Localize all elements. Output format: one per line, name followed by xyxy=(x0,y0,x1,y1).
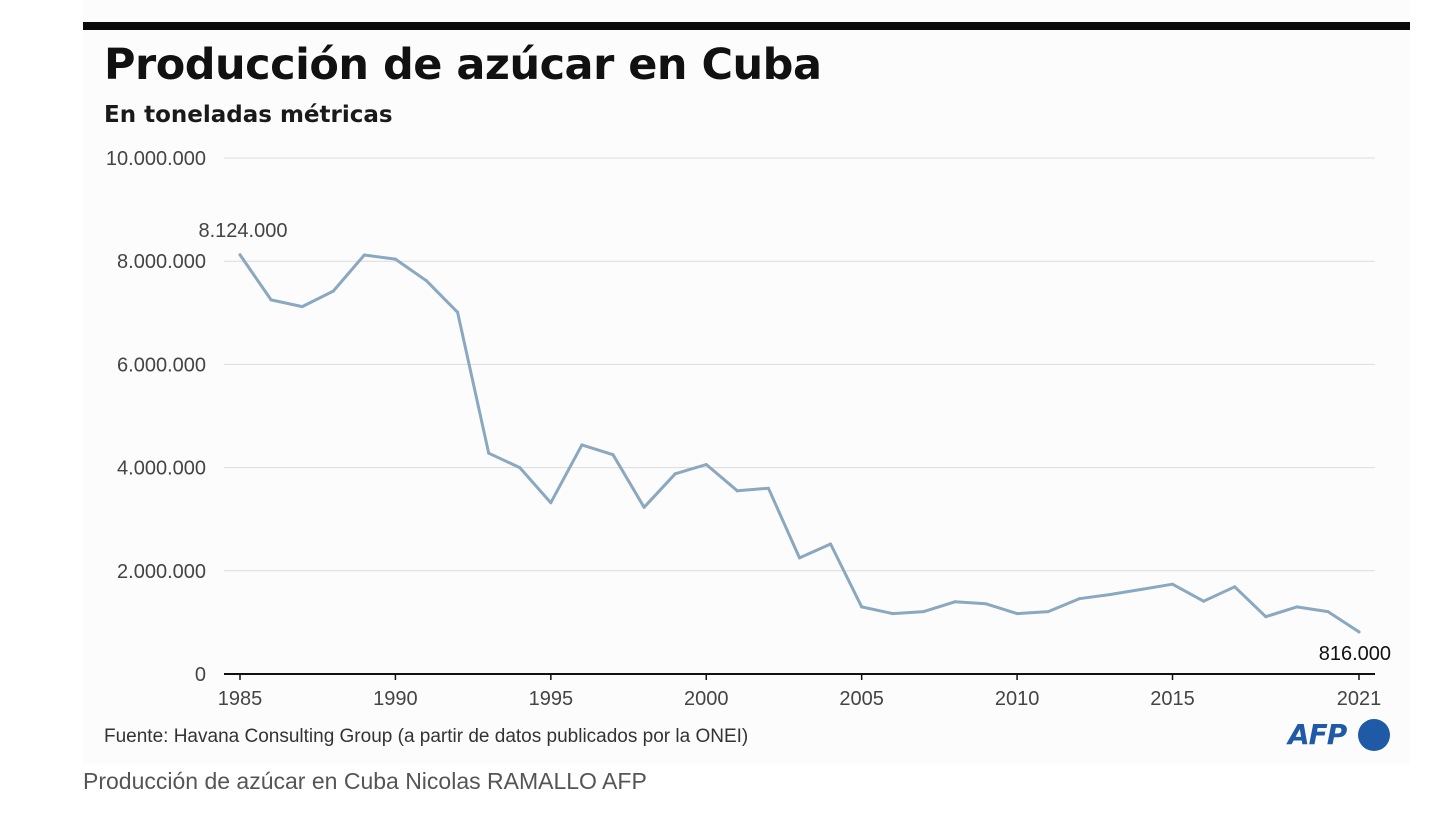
series-line xyxy=(238,253,1361,634)
afp-logo-text: AFP xyxy=(1288,718,1347,751)
x-tick-label: 1990 xyxy=(373,688,418,710)
data-point xyxy=(425,279,428,283)
x-tick-labels: 1985 1990 1995 2000 2005 2010 2015 2021 xyxy=(218,674,1382,710)
data-point xyxy=(704,463,708,467)
data-point xyxy=(860,605,864,609)
data-point xyxy=(1264,615,1268,619)
data-point xyxy=(1357,630,1361,634)
data-label: 8.124.000 xyxy=(199,220,288,242)
chart-title: Producción de azúcar en Cuba xyxy=(104,40,822,90)
data-point xyxy=(922,610,926,614)
x-tick-label: 2021 xyxy=(1337,688,1382,710)
data-point xyxy=(735,489,739,493)
data-point xyxy=(549,501,553,505)
data-point xyxy=(331,289,335,293)
data-point xyxy=(766,486,770,490)
data-point xyxy=(1326,610,1330,614)
data-point xyxy=(269,298,273,302)
data-point xyxy=(1295,605,1299,609)
y-tick-label: 10.000.000 xyxy=(106,148,206,170)
y-tick-label: 0 xyxy=(195,664,206,686)
data-point xyxy=(798,556,801,560)
source-note: Fuente: Havana Consulting Group (a parti… xyxy=(104,726,749,747)
data-point xyxy=(673,472,677,476)
x-tick-label: 1985 xyxy=(218,688,263,710)
data-point xyxy=(300,305,304,309)
data-point xyxy=(1077,597,1081,601)
data-point xyxy=(1139,587,1143,591)
annotation-layer: 8.124.000 816.000 xyxy=(199,220,1391,665)
data-point xyxy=(829,542,833,546)
y-tick-label: 4.000.000 xyxy=(117,458,206,480)
data-point xyxy=(238,253,242,257)
data-label: 816.000 xyxy=(1319,643,1391,665)
data-point xyxy=(393,257,397,261)
x-tick-label: 2015 xyxy=(1150,688,1195,710)
x-tick-label: 2010 xyxy=(995,688,1040,710)
y-tick-label: 6.000.000 xyxy=(117,354,206,376)
data-point xyxy=(518,466,522,470)
chart-figure xyxy=(83,0,1410,765)
afp-logo: AFP xyxy=(1288,717,1390,753)
x-tick-label: 2005 xyxy=(839,688,884,710)
data-point xyxy=(891,612,895,616)
data-point xyxy=(1171,582,1174,586)
top-rule xyxy=(83,22,1410,30)
data-point xyxy=(953,600,957,604)
data-point xyxy=(1015,612,1019,616)
data-point xyxy=(1233,585,1237,589)
image-caption: Producción de azúcar en Cuba Nicolas RAM… xyxy=(83,768,647,794)
x-tick-label: 2000 xyxy=(684,688,729,710)
data-point xyxy=(580,443,584,447)
x-tick-label: 1995 xyxy=(529,688,574,710)
data-point xyxy=(362,253,366,257)
data-point xyxy=(642,505,646,509)
chart-subtitle: En toneladas métricas xyxy=(104,102,393,128)
grid-layer xyxy=(224,157,1375,675)
data-point xyxy=(1108,593,1112,597)
data-point xyxy=(1046,610,1050,614)
y-tick-labels: 0 2.000.000 4.000.000 6.000.000 8.000.000 10.… xyxy=(106,148,206,686)
y-tick-label: 8.000.000 xyxy=(117,251,206,273)
y-tick-label: 2.000.000 xyxy=(117,561,206,583)
afp-logo-dot-icon xyxy=(1358,719,1390,751)
series-layer xyxy=(238,253,1361,634)
data-point xyxy=(1202,599,1206,603)
data-point xyxy=(487,451,491,455)
data-point xyxy=(984,602,988,606)
data-point xyxy=(456,310,460,314)
data-point xyxy=(611,453,615,457)
